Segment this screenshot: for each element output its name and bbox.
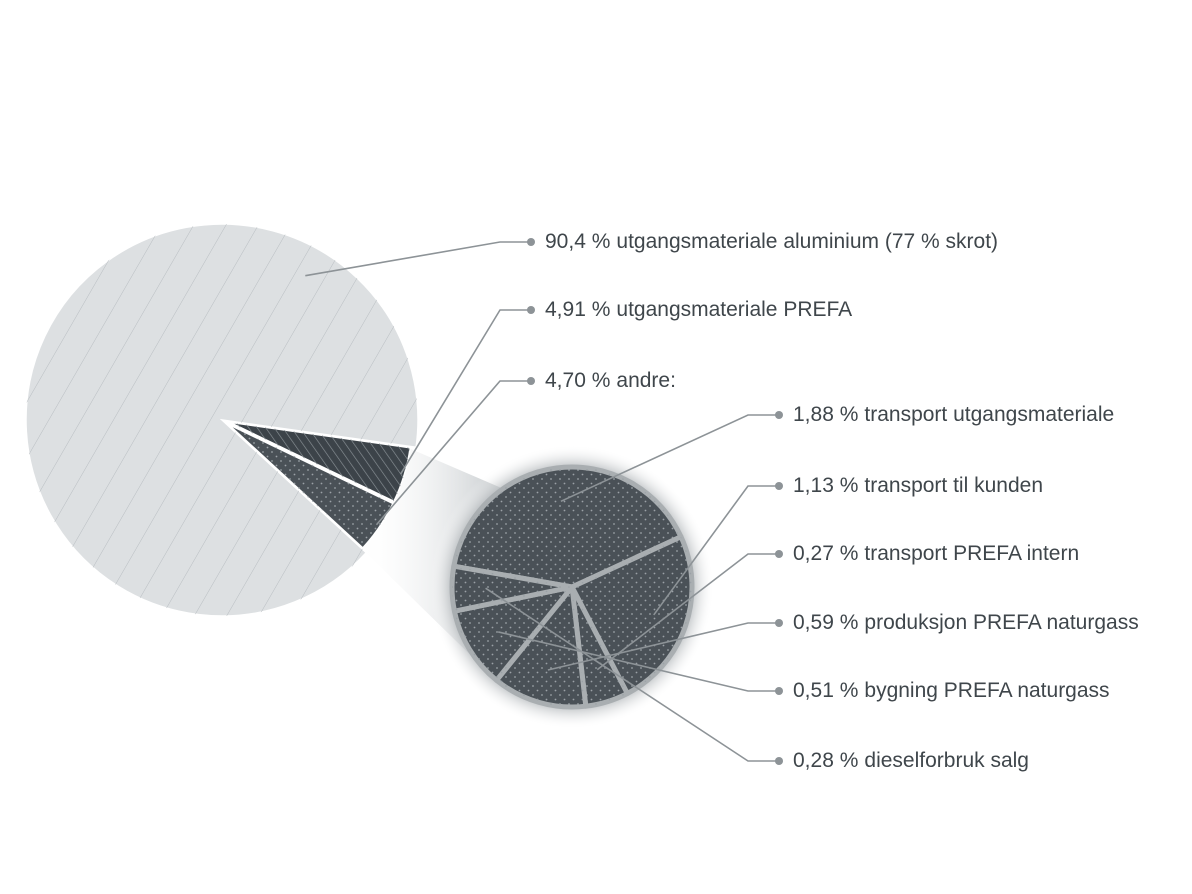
slice-texture	[453, 466, 681, 587]
slice-texture	[572, 536, 692, 694]
slice-texture	[496, 587, 586, 707]
category-label: transport utgangsmateriale	[864, 403, 1114, 426]
leader-dot	[775, 619, 783, 627]
leader-line	[305, 241, 531, 277]
leader-dot	[527, 238, 535, 246]
value-label: 0,59 %	[793, 611, 858, 634]
leader-dot	[775, 550, 783, 558]
leader-dot	[527, 377, 535, 385]
slice-texture	[229, 422, 411, 502]
leader-dot	[775, 411, 783, 419]
category-label: andre:	[616, 369, 676, 392]
category-label: produksjon PREFA naturgass	[864, 611, 1138, 634]
category-label: dieselforbruk salg	[864, 749, 1029, 772]
slice-label: 0,59 % produksjon PREFA naturgass	[793, 611, 1139, 634]
category-label: utgangsmateriale aluminium (77 % skrot)	[616, 230, 998, 253]
value-label: 1,88 %	[793, 403, 858, 426]
leader-line	[596, 553, 779, 671]
slice-label: 0,51 % bygning PREFA naturgass	[793, 679, 1110, 702]
value-label: 90,4 %	[545, 230, 610, 253]
slice-texture	[452, 566, 572, 612]
plot: 90,4 % utgangsmateriale aluminium (77 % s…	[25, 223, 1139, 772]
value-label: 4,91 %	[545, 298, 610, 321]
value-label: 0,28 %	[793, 749, 858, 772]
slice-label: 4,70 % andre:	[545, 369, 676, 392]
slice-texture	[25, 223, 418, 616]
slice-label: 0,28 % dieselforbruk salg	[793, 749, 1029, 772]
slice-label: 90,4 % utgangsmateriale aluminium (77 % s…	[545, 230, 998, 253]
slice-label: 0,27 % transport PREFA intern	[793, 542, 1079, 565]
leader-dot	[775, 757, 783, 765]
slice-texture	[228, 424, 393, 548]
slice-label: 4,91 % utgangsmateriale PREFA	[545, 298, 852, 321]
slice-texture	[572, 587, 628, 707]
value-label: 1,13 %	[793, 474, 858, 497]
leader-dot	[775, 687, 783, 695]
leader-line	[653, 485, 779, 616]
category-label: bygning PREFA naturgass	[864, 679, 1109, 702]
leader-line	[399, 309, 531, 475]
value-label: 0,51 %	[793, 679, 858, 702]
slice-texture	[454, 587, 572, 681]
category-label: transport til kunden	[864, 474, 1043, 497]
leader-line	[485, 587, 779, 762]
leader-line	[560, 414, 779, 503]
leader-line	[375, 380, 531, 526]
leader-dot	[775, 482, 783, 490]
leader-dot	[527, 306, 535, 314]
value-label: 4,70 %	[545, 369, 610, 392]
slice-label: 1,88 % transport utgangsmateriale	[793, 403, 1114, 426]
category-label: transport PREFA intern	[864, 542, 1079, 565]
value-label: 0,27 %	[793, 542, 858, 565]
slice-label: 1,13 % transport til kunden	[793, 474, 1043, 497]
leader-line	[547, 622, 779, 671]
category-label: utgangsmateriale PREFA	[616, 298, 852, 321]
